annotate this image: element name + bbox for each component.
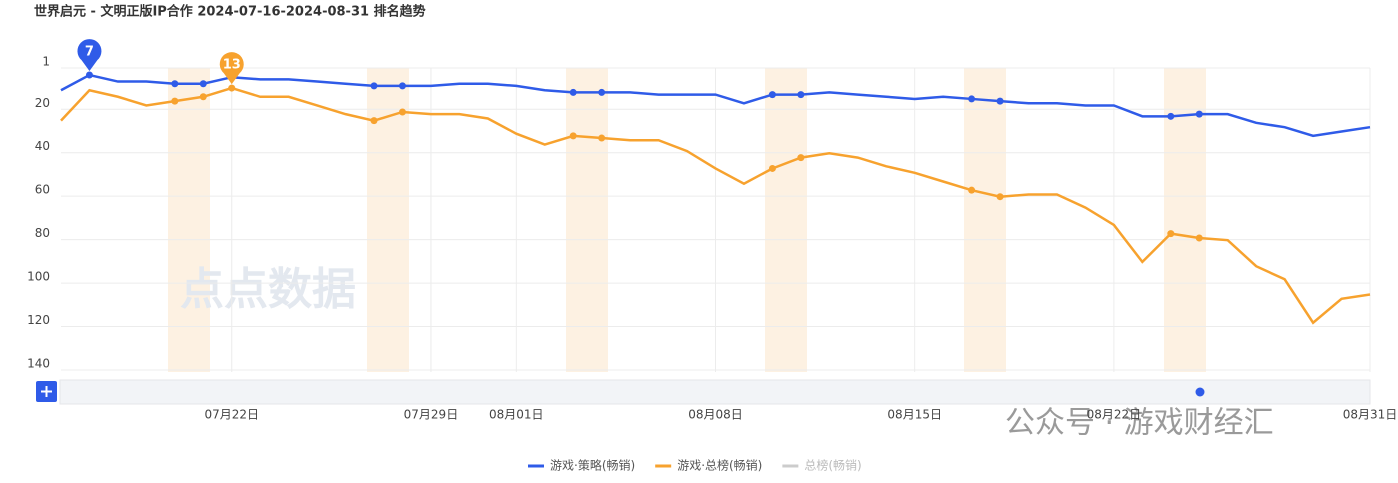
slider-handle[interactable] xyxy=(1195,387,1205,397)
data-point xyxy=(768,91,776,99)
y-tick-label: 1 xyxy=(42,55,50,69)
data-point xyxy=(199,80,207,88)
watermark: 点点数据 xyxy=(180,264,356,315)
data-point xyxy=(996,97,1004,105)
chart-title: 世界启元 - 文明正版IP合作 2024-07-16-2024-08-31 排名… xyxy=(34,4,426,20)
band xyxy=(168,68,210,372)
legend-label[interactable]: 游戏·策略(畅销) xyxy=(550,458,635,473)
y-tick-label: 140 xyxy=(27,357,50,371)
y-tick-label: 80 xyxy=(35,226,50,240)
data-point xyxy=(199,93,207,101)
legend-label[interactable]: 总榜(畅销) xyxy=(804,458,861,473)
data-point xyxy=(968,186,976,194)
y-tick-label: 120 xyxy=(27,313,50,327)
y-tick-label: 20 xyxy=(35,96,50,110)
data-point xyxy=(370,117,378,125)
data-point xyxy=(1195,234,1203,242)
x-tick-label: 07月22日 xyxy=(204,408,259,422)
y-tick-label: 100 xyxy=(27,270,50,284)
data-point xyxy=(1167,112,1175,120)
y-tick-label: 60 xyxy=(35,183,50,197)
data-point xyxy=(228,84,236,92)
data-point xyxy=(171,80,179,88)
y-tick-label: 40 xyxy=(35,139,50,153)
band xyxy=(964,68,1006,372)
peak-pin xyxy=(77,39,102,72)
data-point xyxy=(370,82,378,90)
data-point xyxy=(569,88,577,96)
peak-pin xyxy=(219,52,244,85)
data-point xyxy=(171,97,179,105)
data-point xyxy=(968,95,976,103)
series-line xyxy=(60,73,1371,138)
x-tick-label: 08月22日 xyxy=(1087,408,1142,422)
band xyxy=(765,68,807,372)
slider[interactable] xyxy=(59,379,1371,405)
legend-label[interactable]: 游戏·总榜(畅销) xyxy=(677,458,762,473)
x-tick-label: 08月08日 xyxy=(688,408,743,422)
x-tick-label: 08月31日 xyxy=(1343,408,1398,422)
x-tick-label: 07月29日 xyxy=(404,408,459,422)
data-point xyxy=(598,88,606,96)
plus-icon xyxy=(41,386,52,397)
data-point xyxy=(398,108,406,116)
series-line xyxy=(60,86,1371,325)
data-point xyxy=(768,164,776,172)
data-point xyxy=(996,193,1004,201)
peak-label: 7 xyxy=(85,45,94,60)
x-tick-label: 08月15日 xyxy=(887,408,942,422)
data-point xyxy=(797,154,805,162)
grid xyxy=(61,67,1371,372)
data-point xyxy=(85,71,93,79)
bands xyxy=(168,68,1206,372)
data-point xyxy=(1167,230,1175,238)
data-point xyxy=(797,91,805,99)
data-point xyxy=(398,82,406,90)
peak-label: 13 xyxy=(223,58,241,73)
data-point xyxy=(569,132,577,140)
data-point xyxy=(1195,110,1203,118)
band xyxy=(566,68,608,372)
x-tick-label: 08月01日 xyxy=(489,408,544,422)
data-point xyxy=(598,134,606,142)
watermark: 公众号 · 游戏财经汇 xyxy=(1005,406,1274,441)
